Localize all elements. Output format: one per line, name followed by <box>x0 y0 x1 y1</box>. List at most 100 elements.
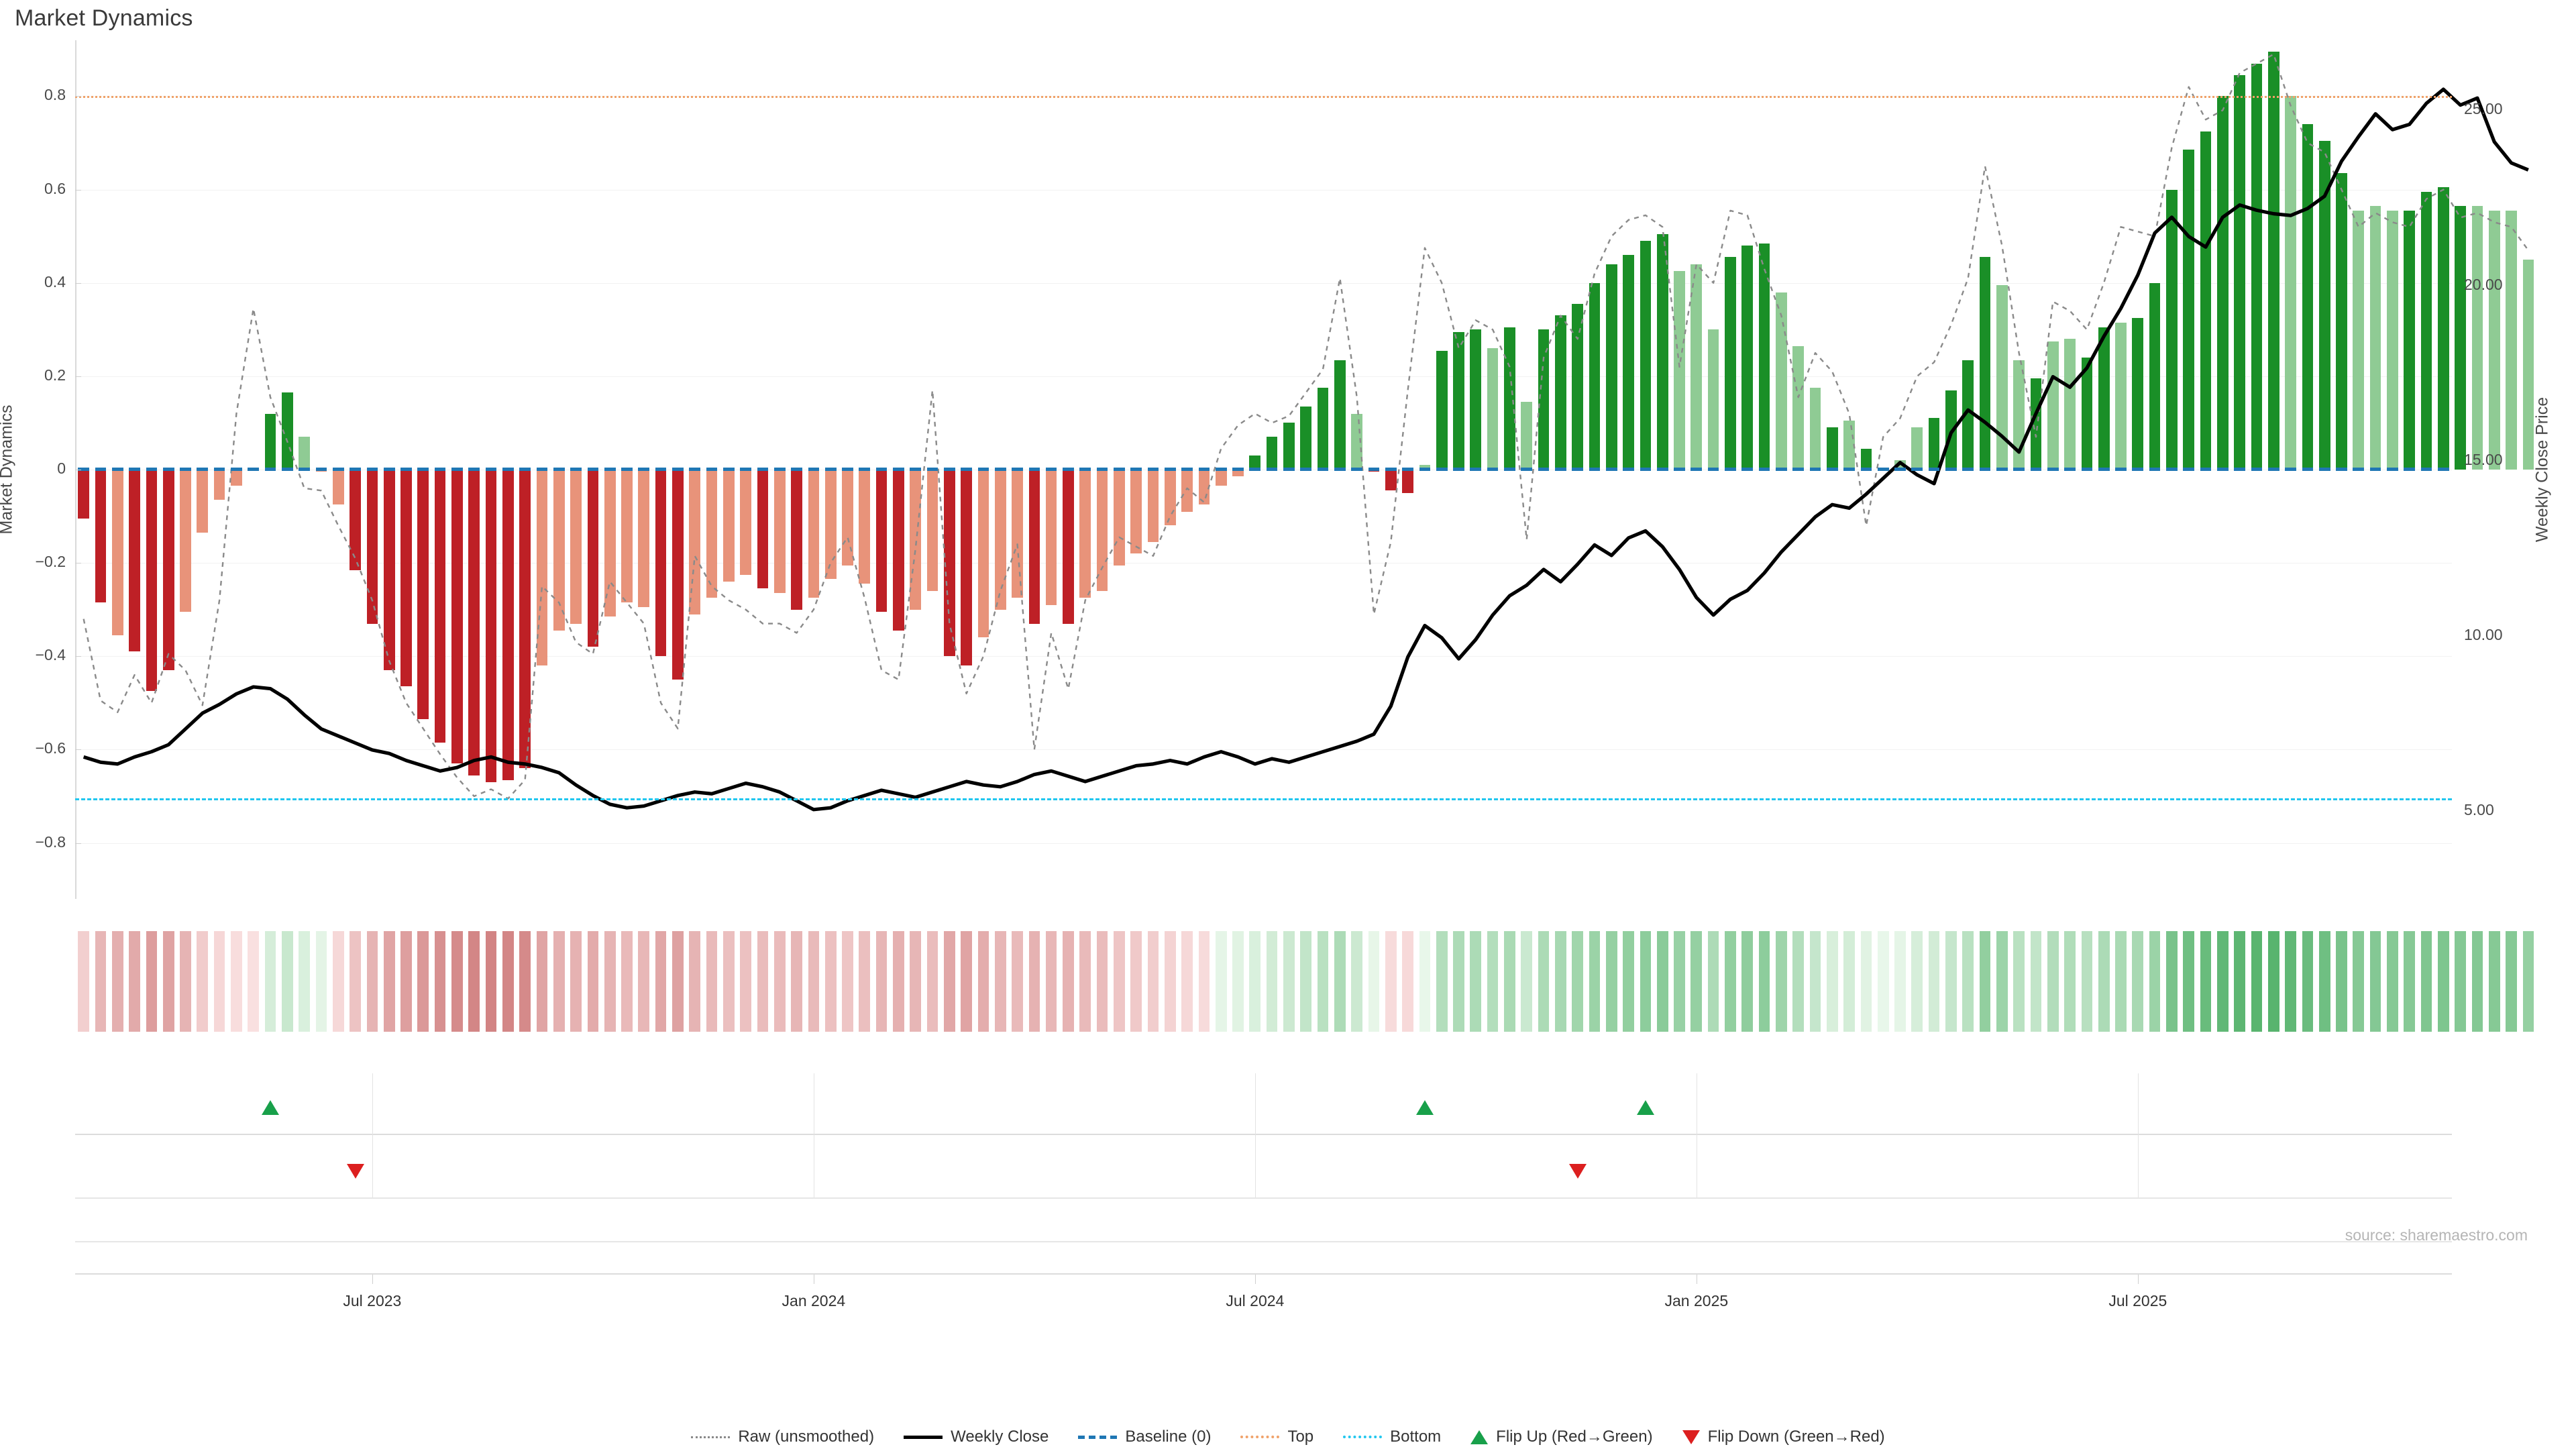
heat-strip-cell[interactable] <box>2387 931 2398 1032</box>
heat-strip-cell[interactable] <box>961 931 972 1032</box>
heat-strip-cell[interactable] <box>1198 931 1210 1032</box>
heat-strip-cell[interactable] <box>910 931 922 1032</box>
heat-strip-cell[interactable] <box>1741 931 1754 1032</box>
flip-up-marker[interactable] <box>1636 1100 1654 1115</box>
market-dynamics-bar[interactable] <box>519 470 531 769</box>
flip-up-marker[interactable] <box>262 1100 280 1115</box>
heat-strip-cell[interactable] <box>2132 931 2144 1032</box>
heat-strip-cell[interactable] <box>1266 931 1278 1032</box>
market-dynamics-bar[interactable] <box>299 437 310 470</box>
market-dynamics-bar[interactable] <box>791 470 802 610</box>
heat-strip-cell[interactable] <box>1928 931 1940 1032</box>
market-dynamics-bar[interactable] <box>587 470 599 647</box>
heat-strip-cell[interactable] <box>1640 931 1652 1032</box>
main-chart-plot-area[interactable] <box>75 40 2534 899</box>
heat-strip-cell[interactable] <box>1045 931 1057 1032</box>
heat-strip-cell[interactable] <box>1589 931 1601 1032</box>
heat-strip-cell[interactable] <box>1809 931 1821 1032</box>
heat-strip-cell[interactable] <box>2506 931 2517 1032</box>
heat-strip-cell[interactable] <box>638 931 650 1032</box>
market-dynamics-bar[interactable] <box>2437 187 2449 470</box>
heat-strip-cell[interactable] <box>400 931 412 1032</box>
market-dynamics-bar[interactable] <box>417 470 429 720</box>
heat-strip-cell[interactable] <box>1487 931 1499 1032</box>
market-dynamics-bar[interactable] <box>1623 255 1634 470</box>
market-dynamics-bar[interactable] <box>1962 360 1974 470</box>
heat-strip-cell[interactable] <box>2013 931 2025 1032</box>
heat-strip-cell[interactable] <box>129 931 140 1032</box>
market-dynamics-bar[interactable] <box>213 470 225 500</box>
heat-strip-cell[interactable] <box>842 931 853 1032</box>
market-dynamics-bar[interactable] <box>893 470 904 631</box>
heat-strip-cell[interactable] <box>1945 931 1957 1032</box>
heat-strip-cell[interactable] <box>519 931 531 1032</box>
heat-strip-cell[interactable] <box>417 931 429 1032</box>
heat-strip-cell[interactable] <box>859 931 871 1032</box>
heat-strip-cell[interactable] <box>2030 931 2042 1032</box>
market-dynamics-bar[interactable] <box>1605 264 1617 470</box>
heat-strip-cell[interactable] <box>2420 931 2432 1032</box>
heat-strip-cell[interactable] <box>2064 931 2076 1032</box>
market-dynamics-bar[interactable] <box>468 470 480 775</box>
market-dynamics-bar[interactable] <box>2030 378 2042 470</box>
market-dynamics-bar[interactable] <box>910 470 922 610</box>
market-dynamics-bar[interactable] <box>875 470 888 612</box>
market-dynamics-bar[interactable] <box>2488 210 2500 470</box>
market-dynamics-bar[interactable] <box>2369 205 2381 470</box>
heat-strip-cell[interactable] <box>1436 931 1448 1032</box>
market-dynamics-bar[interactable] <box>1741 246 1754 470</box>
heat-strip-cell[interactable] <box>1283 931 1295 1032</box>
heat-strip-cell[interactable] <box>1215 931 1227 1032</box>
market-dynamics-bar[interactable] <box>1283 423 1295 470</box>
heat-strip-cell[interactable] <box>2369 931 2381 1032</box>
market-dynamics-bar[interactable] <box>1589 282 1601 470</box>
heat-strip-cell[interactable] <box>197 931 209 1032</box>
market-dynamics-bar[interactable] <box>2318 140 2330 470</box>
market-dynamics-bar[interactable] <box>1640 241 1652 470</box>
heat-strip-cell[interactable] <box>2251 931 2263 1032</box>
market-dynamics-bar[interactable] <box>1045 470 1057 605</box>
heat-strip-cell[interactable] <box>2166 931 2178 1032</box>
heat-strip-cell[interactable] <box>2098 931 2110 1032</box>
heat-strip-cell[interactable] <box>332 931 344 1032</box>
heat-strip-cell[interactable] <box>621 931 633 1032</box>
heat-strip-cell[interactable] <box>604 931 616 1032</box>
heat-strip-cell[interactable] <box>536 931 548 1032</box>
heat-strip-cell[interactable] <box>2302 931 2314 1032</box>
market-dynamics-bar[interactable] <box>1487 348 1499 470</box>
heat-strip-cell[interactable] <box>111 931 123 1032</box>
flip-up-marker[interactable] <box>1415 1100 1434 1115</box>
heat-strip-cell[interactable] <box>1843 931 1855 1032</box>
heat-strip-cell[interactable] <box>1538 931 1550 1032</box>
market-dynamics-bar[interactable] <box>1453 331 1464 470</box>
heat-strip-cell[interactable] <box>1063 931 1074 1032</box>
market-dynamics-bar[interactable] <box>2064 339 2076 470</box>
heat-strip-cell[interactable] <box>570 931 582 1032</box>
heat-strip-cell[interactable] <box>1300 931 1312 1032</box>
heat-strip-cell[interactable] <box>1114 931 1125 1032</box>
heat-strip-cell[interactable] <box>977 931 989 1032</box>
market-dynamics-bar[interactable] <box>1776 292 1787 470</box>
heat-strip-cell[interactable] <box>1555 931 1566 1032</box>
flip-down-marker[interactable] <box>346 1164 364 1179</box>
market-dynamics-bar[interactable] <box>2166 189 2178 470</box>
market-dynamics-bar[interactable] <box>502 470 514 780</box>
heat-strip-cell[interactable] <box>1351 931 1363 1032</box>
heat-strip-cell[interactable] <box>655 931 667 1032</box>
market-dynamics-bar[interactable] <box>638 470 650 608</box>
heat-strip-cell[interactable] <box>451 931 463 1032</box>
heat-strip-cell[interactable] <box>162 931 174 1032</box>
heat-strip-cell[interactable] <box>1725 931 1736 1032</box>
heat-strip-cell[interactable] <box>773 931 786 1032</box>
heat-strip-cell[interactable] <box>1147 931 1159 1032</box>
heat-strip-cell[interactable] <box>1470 931 1482 1032</box>
market-dynamics-bar[interactable] <box>2200 131 2212 470</box>
market-dynamics-bar[interactable] <box>1079 470 1091 598</box>
chart-legend[interactable]: Raw (unsmoothed) Weekly Close Baseline (0)… <box>0 1428 2576 1446</box>
heat-strip-cell[interactable] <box>893 931 904 1032</box>
heat-strip-cell[interactable] <box>2285 931 2296 1032</box>
heat-strip-cell[interactable] <box>2149 931 2161 1032</box>
heat-strip-cell[interactable] <box>502 931 514 1032</box>
heat-strip-cell[interactable] <box>468 931 480 1032</box>
market-dynamics-bar[interactable] <box>180 470 191 612</box>
